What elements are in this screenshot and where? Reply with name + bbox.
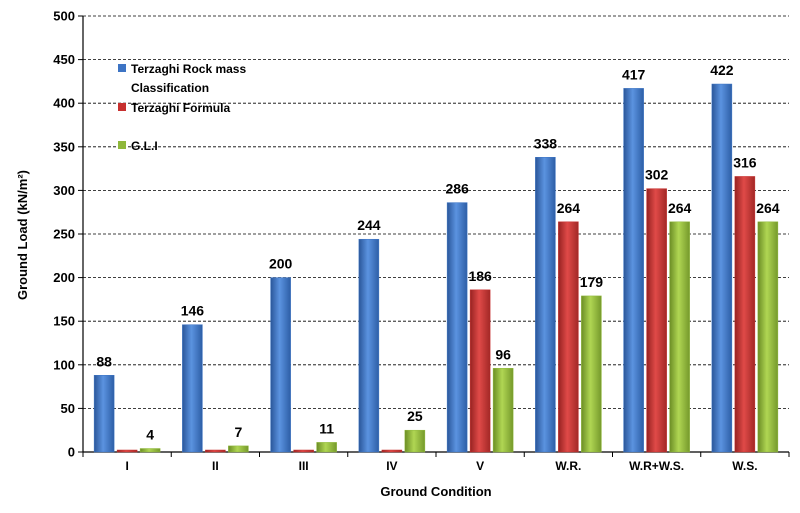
y-tick-label: 350 (53, 139, 75, 154)
bar (381, 449, 403, 453)
data-label: 338 (534, 135, 558, 151)
data-label: 264 (668, 200, 692, 216)
y-tick-label: 50 (61, 401, 75, 416)
legend-swatch-terzaghi-rock-mass (118, 64, 126, 72)
data-label: 302 (645, 167, 669, 183)
bar (469, 289, 491, 453)
data-label: 179 (580, 274, 604, 290)
bar (228, 445, 249, 453)
bar (734, 176, 756, 453)
bar (669, 221, 690, 453)
bar (535, 157, 556, 453)
data-label: 264 (756, 200, 780, 216)
data-label: 25 (407, 408, 423, 424)
x-axis-title: Ground Condition (380, 484, 491, 499)
y-tick-label: 400 (53, 96, 75, 111)
data-label: 7 (234, 424, 242, 440)
data-label: 88 (96, 353, 112, 369)
bar (205, 449, 226, 453)
data-label: 422 (710, 62, 734, 78)
bar (293, 449, 314, 453)
data-label: 4 (146, 427, 154, 443)
x-tick-label: W.R. (555, 459, 581, 473)
bar (316, 442, 337, 453)
y-tick-label: 0 (68, 445, 75, 460)
y-tick-label: 250 (53, 227, 75, 242)
x-tick-label: II (212, 459, 219, 473)
data-labels: 88 4 146 7 200 11 244 25 286 186 96 338 264 179 417 302… (96, 62, 779, 442)
bar (492, 368, 514, 453)
data-label: 316 (733, 154, 757, 170)
y-tick-label: 500 (53, 9, 75, 24)
x-tick-label: W.R+W.S. (629, 459, 684, 473)
bar (139, 448, 161, 453)
legend-swatch-terzaghi-formula (118, 103, 126, 111)
data-label: 264 (557, 200, 581, 216)
bar (646, 188, 667, 453)
y-tick-label: 100 (53, 357, 75, 372)
bar (358, 238, 380, 453)
bar (93, 375, 115, 453)
bar (446, 202, 468, 453)
y-tick-label: 200 (53, 270, 75, 285)
y-tick-label: 450 (53, 52, 75, 67)
data-label: 417 (622, 66, 646, 82)
bar (116, 449, 138, 453)
bars (93, 83, 779, 453)
y-axis-title: Ground Load (kN/m²) (15, 170, 30, 300)
bar (270, 277, 291, 453)
x-tick-label: I (125, 459, 128, 473)
data-label: 146 (181, 303, 205, 319)
x-tick-label: V (476, 459, 484, 473)
data-label: 11 (319, 420, 334, 436)
bar (711, 83, 733, 453)
bar (182, 324, 203, 453)
legend: Terzaghi Rock mass Classification Terzag… (118, 62, 250, 153)
x-tick-label: W.S. (732, 459, 757, 473)
bar (404, 429, 426, 453)
x-tick-label: IV (386, 459, 397, 473)
data-label: 244 (357, 217, 381, 233)
y-tick-label: 150 (53, 314, 75, 329)
data-label: 186 (468, 268, 492, 284)
legend-label-terzaghi-rock-mass: Terzaghi Rock mass Classification (131, 62, 250, 95)
y-tick-label: 300 (53, 183, 75, 198)
legend-swatch-gli (118, 141, 126, 149)
bar (757, 221, 779, 453)
bar (581, 295, 602, 453)
gridlines (83, 15, 789, 409)
bar (558, 221, 579, 453)
data-label: 286 (445, 181, 469, 197)
data-label: 200 (269, 256, 293, 272)
legend-label-terzaghi-formula: Terzaghi Formula (131, 101, 230, 115)
legend-label-gli: G.L.I (131, 139, 158, 153)
x-tick-label: III (299, 459, 309, 473)
bar (623, 88, 644, 453)
data-label: 96 (495, 346, 511, 362)
